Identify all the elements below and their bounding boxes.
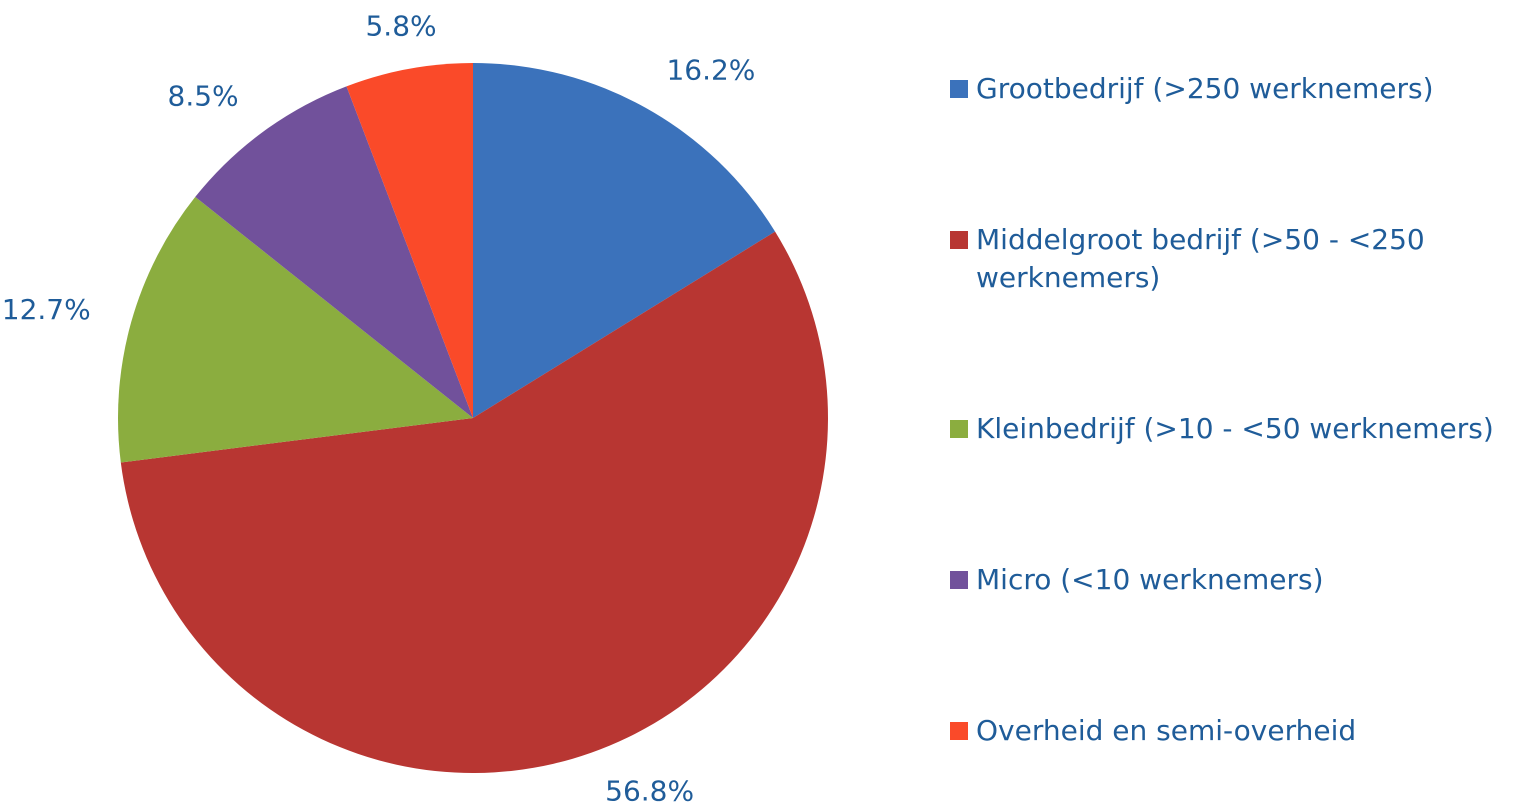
- legend-swatch: [950, 231, 968, 249]
- pie-slice: [473, 63, 776, 418]
- legend-swatch: [950, 420, 968, 438]
- legend-swatch: [950, 80, 968, 98]
- data-label: 8.5%: [168, 80, 239, 113]
- legend-swatch: [950, 722, 968, 740]
- pie-slice: [120, 231, 829, 773]
- legend-item: Grootbedrijf (>250 werknemers): [950, 70, 1520, 108]
- pie-area: 16.2% 56.8% 12.7% 8.5% 5.8%: [2, 10, 829, 807]
- pie-slice: [118, 196, 473, 463]
- legend-label: Overheid en semi-overheid: [976, 714, 1357, 747]
- pie-slice: [346, 63, 473, 418]
- legend-label: Middelgroot bedrijf (>50 - <250 werkneme…: [976, 223, 1425, 294]
- data-label: 5.8%: [365, 10, 436, 43]
- legend-item: Overheid en semi-overheid: [950, 712, 1520, 750]
- pie-slice: [195, 86, 473, 418]
- legend-item: Middelgroot bedrijf (>50 - <250 werkneme…: [950, 221, 1520, 297]
- legend-label: Grootbedrijf (>250 werknemers): [976, 72, 1434, 105]
- data-label: 16.2%: [666, 53, 755, 86]
- legend-item: Micro (<10 werknemers): [950, 561, 1520, 599]
- legend: Grootbedrijf (>250 werknemers) Middelgroo…: [950, 70, 1520, 750]
- legend-label: Kleinbedrijf (>10 - <50 werknemers): [976, 412, 1494, 445]
- legend-swatch: [950, 571, 968, 589]
- legend-item: Kleinbedrijf (>10 - <50 werknemers): [950, 410, 1520, 448]
- data-label: 56.8%: [605, 774, 694, 807]
- data-label: 12.7%: [2, 293, 91, 326]
- legend-label: Micro (<10 werknemers): [976, 563, 1324, 596]
